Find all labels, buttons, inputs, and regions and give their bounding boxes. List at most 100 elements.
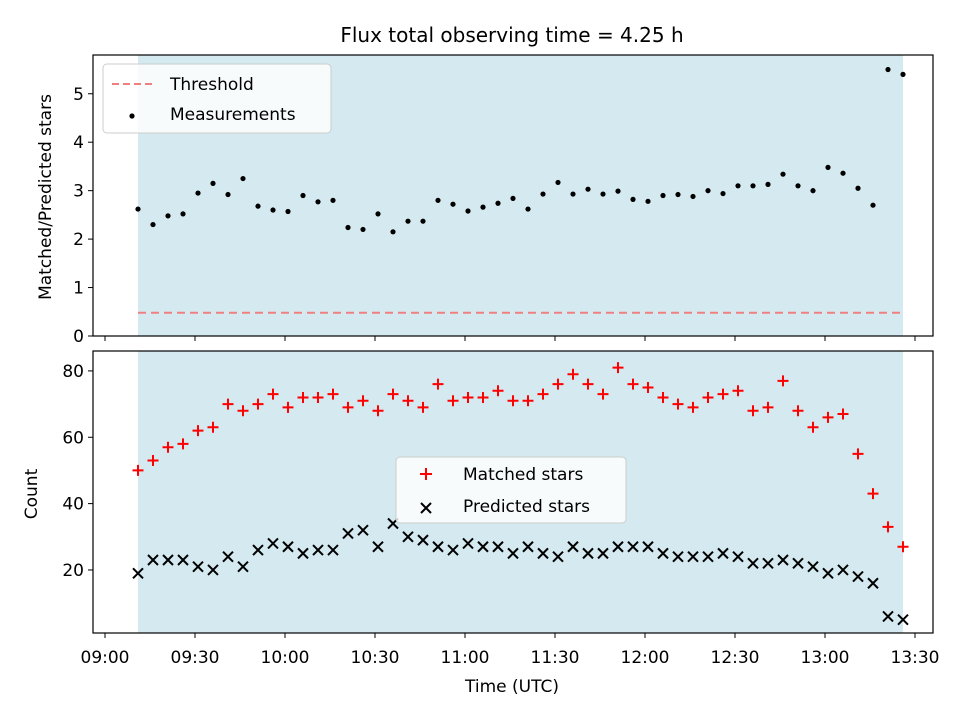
- measurement-point: [480, 204, 486, 210]
- predicted-star-marker: [132, 567, 144, 579]
- matched-star-marker: [282, 401, 294, 413]
- predicted-star-marker: [897, 614, 909, 626]
- matched-star-marker: [792, 405, 804, 417]
- xtick-label: 13:00: [801, 648, 850, 668]
- top-ytick-label: 1: [73, 279, 84, 299]
- measurements-legend-swatch: [129, 113, 135, 119]
- bottom-ytick-label: 20: [62, 561, 84, 581]
- matched-star-marker: [597, 388, 609, 400]
- predicted-star-marker: [567, 541, 579, 553]
- predicted-star-marker: [732, 550, 744, 563]
- measurement-point: [405, 218, 411, 224]
- measurement-point: [465, 208, 471, 214]
- matched-star-marker: [357, 395, 369, 407]
- top-ytick-label: 3: [73, 182, 84, 202]
- measurement-point: [495, 200, 501, 206]
- measurement-point: [690, 193, 696, 200]
- predicted-star-marker: [627, 541, 639, 553]
- measurement-point: [675, 191, 681, 198]
- predicted-star-marker: [837, 564, 849, 576]
- measurement-point: [555, 179, 561, 186]
- matched-star-marker: [717, 388, 729, 400]
- predicted-star-marker: [657, 547, 669, 560]
- matched-star-marker: [192, 425, 204, 437]
- predicted-star-marker: [237, 560, 249, 573]
- predicted-star-marker: [552, 550, 564, 563]
- measurement-point: [450, 201, 456, 207]
- predicted-star-marker: [882, 610, 894, 623]
- matched-star-marker: [417, 401, 429, 413]
- measurement-point: [660, 192, 666, 199]
- top-ylabel: Matched/Predicted stars: [36, 94, 56, 300]
- matched-star-marker: [147, 454, 159, 466]
- matched-star-marker: [162, 441, 174, 453]
- xtick-label: 11:30: [531, 648, 580, 668]
- top-axes-frame: [92, 54, 934, 337]
- predicted-star-marker: [522, 541, 534, 553]
- matched-star-marker: [387, 388, 399, 400]
- measurement-point: [390, 229, 396, 235]
- figure-title: Flux total observing time = 4.25 h: [340, 23, 683, 47]
- predicted-star-marker: [642, 541, 654, 553]
- measurement-point: [285, 208, 291, 215]
- measurement-point: [825, 164, 831, 170]
- matched-star-marker: [702, 391, 714, 403]
- bottom-axes-frame: [92, 350, 934, 634]
- bottom-legend-frame: [395, 456, 627, 524]
- measurement-point: [855, 185, 861, 191]
- predicted-legend-label: Predicted stars: [463, 497, 590, 517]
- predicted-star-marker: [312, 544, 324, 556]
- matched-star-marker: [537, 388, 549, 400]
- measurement-point: [795, 183, 801, 189]
- measurement-point: [885, 66, 891, 73]
- matched-star-marker: [327, 388, 339, 400]
- predicted-star-marker: [282, 541, 294, 553]
- predicted-star-marker: [372, 541, 384, 553]
- matched-star-marker: [177, 438, 189, 450]
- predicted-star-marker: [192, 560, 204, 573]
- matched-star-marker: [852, 448, 864, 460]
- matched-star-marker: [822, 411, 834, 423]
- predicted-star-marker: [687, 550, 699, 563]
- measurement-point: [600, 191, 606, 197]
- predicted-star-marker: [177, 554, 189, 566]
- measurement-point: [255, 203, 261, 209]
- threshold-legend-label: Threshold: [169, 75, 254, 95]
- predicted-star-marker: [327, 544, 339, 556]
- predicted-star-marker: [252, 544, 264, 556]
- predicted-star-marker: [822, 567, 834, 579]
- predicted-star-marker: [162, 554, 174, 566]
- measurement-point: [300, 192, 306, 199]
- x-axis-label: Time (UTC): [464, 677, 559, 697]
- matched-star-marker: [777, 375, 789, 387]
- matched-legend-swatch: [420, 468, 432, 480]
- predicted-legend-swatch: [420, 502, 432, 514]
- predicted-star-marker: [402, 531, 414, 543]
- matched-star-marker: [897, 541, 909, 553]
- measurement-point: [210, 180, 216, 186]
- measurement-point: [225, 191, 231, 198]
- predicted-star-marker: [492, 541, 504, 553]
- measurement-point: [570, 191, 576, 197]
- predicted-star-marker: [672, 550, 684, 563]
- predicted-star-marker: [147, 554, 159, 566]
- predicted-star-marker: [777, 554, 789, 566]
- top-legend: Threshold Measurements: [102, 63, 332, 134]
- measurement-point: [165, 213, 171, 219]
- measurement-point: [540, 191, 546, 197]
- measurement-point: [645, 198, 651, 204]
- xtick-label: 09:00: [81, 648, 130, 668]
- measurement-point: [720, 190, 726, 197]
- matched-star-marker: [582, 378, 594, 390]
- xtick-label: 13:30: [891, 648, 940, 668]
- measurement-point: [315, 199, 321, 205]
- predicted-star-marker: [867, 577, 879, 589]
- predicted-star-marker: [462, 537, 474, 550]
- predicted-star-marker: [432, 541, 444, 553]
- measurement-point: [435, 197, 441, 203]
- top-legend-frame: [102, 63, 332, 134]
- predicted-star-marker: [852, 570, 864, 583]
- measurement-point: [510, 195, 516, 202]
- measurement-point: [420, 218, 426, 224]
- matched-star-marker: [207, 421, 219, 433]
